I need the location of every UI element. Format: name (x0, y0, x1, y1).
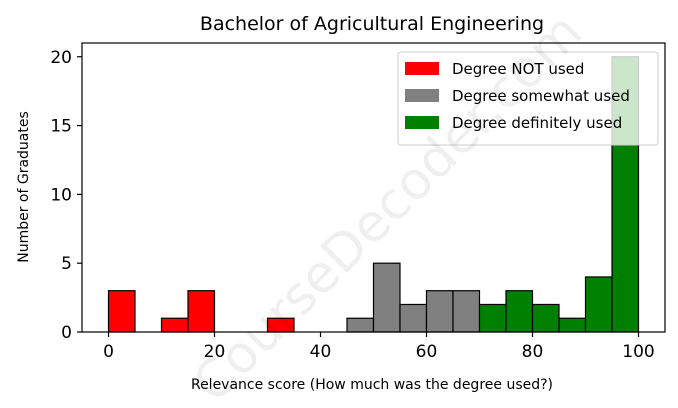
y-tick-label: 0 (61, 323, 72, 343)
y-tick-label: 5 (61, 254, 72, 274)
legend-swatch (405, 62, 439, 75)
histogram-bar (452, 290, 481, 333)
histogram-bar (558, 317, 587, 333)
histogram-bar (107, 290, 136, 333)
histogram-bar (346, 317, 375, 333)
x-axis-ticks: 0 20 40 60 80 100 (103, 332, 655, 362)
histogram-bar (187, 290, 216, 333)
x-tick-label: 0 (103, 342, 114, 362)
histogram-bar (160, 317, 189, 333)
legend-label: Degree somewhat used (452, 87, 630, 105)
histogram-bar (531, 303, 560, 333)
legend-swatch (405, 89, 439, 102)
plot-frame (81, 42, 666, 333)
legend-swatch (405, 116, 439, 129)
legend-label: Degree NOT used (452, 60, 584, 78)
y-tick-label: 20 (50, 48, 72, 68)
histogram-bar (425, 290, 454, 333)
x-axis-title: Relevance score (How much was the degree… (191, 377, 553, 393)
y-tick-label: 15 (50, 117, 72, 137)
x-tick-label: 60 (416, 342, 438, 362)
x-tick-label: 100 (622, 342, 654, 362)
legend-label: Degree definitely used (452, 114, 622, 132)
histogram-bar (478, 303, 507, 333)
histogram-bar (505, 290, 534, 333)
x-tick-label: 20 (204, 342, 226, 362)
y-tick-label: 10 (50, 185, 72, 205)
y-axis-title: Number of Graduates (16, 111, 32, 263)
legend-box (397, 51, 659, 146)
histogram-bar (584, 276, 613, 333)
y-axis-ticks: 0 5 10 15 20 (50, 48, 82, 343)
histogram-bar (399, 303, 428, 333)
legend: Degree NOT used Degree somewhat used Degre… (397, 51, 659, 146)
chart-title: Bachelor of Agricultural Engineering (200, 13, 544, 35)
histogram-bar (372, 262, 401, 333)
x-tick-label: 40 (310, 342, 332, 362)
x-tick-label: 80 (522, 342, 544, 362)
